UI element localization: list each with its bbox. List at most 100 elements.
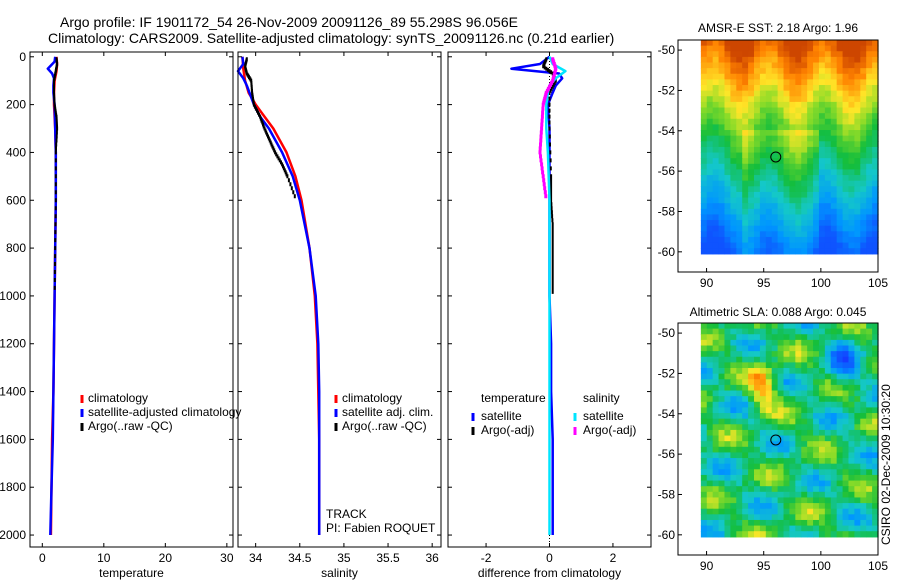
sst-map-cell: [736, 220, 743, 227]
sla-map-cell: [718, 474, 726, 482]
sla-map-cell: [771, 407, 779, 414]
sst-map-cell: [789, 51, 796, 58]
sst-map-cell: [854, 113, 861, 120]
sla-map-cell: [706, 418, 714, 425]
sst-map-cell: [771, 220, 779, 227]
sla-map-cell: [830, 368, 838, 375]
sla-map-cell: [718, 525, 726, 532]
sst-map-cell: [807, 101, 814, 109]
sst-map-cell: [706, 236, 714, 244]
sla-map-cell: [830, 356, 838, 363]
sst-map-cell: [807, 152, 814, 159]
sla-map-cell: [789, 469, 796, 476]
sla-map-cell: [771, 514, 779, 521]
sst-map-cell: [718, 180, 726, 187]
sla-map-cell: [742, 356, 749, 363]
sst-map-cell: [860, 236, 867, 244]
sst-map-cell: [848, 203, 855, 210]
sst-map-cell: [842, 169, 850, 176]
sst-map-cell: [795, 124, 802, 131]
sla-map-cell: [736, 474, 743, 482]
sst-map-cell: [872, 118, 879, 126]
sst-map-cell: [742, 175, 749, 182]
sla-map-cell: [813, 486, 820, 493]
sla-xtick-label: 100: [811, 559, 831, 573]
sla-map-cell: [795, 362, 802, 369]
sla-map-cell: [848, 497, 855, 504]
sst-map-cell: [754, 135, 761, 142]
sla-map-cell: [789, 497, 796, 504]
sla-map-cell: [724, 368, 731, 375]
sst-map-cell: [848, 40, 855, 47]
sst-map-cell: [771, 208, 779, 216]
sla-map-cell: [771, 323, 779, 330]
sst-map-cell: [789, 191, 796, 199]
sla-map-cell: [795, 480, 802, 487]
sst-map-cell: [736, 90, 743, 97]
sla-map-cell: [759, 424, 767, 431]
sla-map-cell: [700, 418, 708, 425]
sla-map-cell: [724, 323, 731, 330]
sla-map-cell: [718, 441, 726, 448]
sla-map-cell: [818, 351, 826, 358]
sla-map-cell: [848, 491, 855, 499]
sst-map-cell: [813, 73, 820, 80]
sst-map-cell: [777, 101, 785, 109]
sla-map-cell: [736, 469, 743, 476]
salinity-xtick-label: 34.5: [288, 551, 312, 565]
sst-map-cell: [836, 208, 844, 216]
sst-map-cell: [706, 231, 714, 238]
sla-map-cell: [801, 491, 808, 499]
sst-map-cell: [860, 191, 867, 199]
sst-map-cell: [783, 62, 791, 69]
sla-map-cell: [807, 401, 814, 409]
sst-map-cell: [813, 242, 820, 249]
sst-map-cell: [742, 90, 749, 97]
sla-map-cell: [836, 491, 844, 499]
sla-map-cell: [860, 463, 867, 470]
sst-map-cell: [771, 135, 779, 142]
sst-map-cell: [795, 242, 802, 249]
sst-map-cell: [830, 158, 838, 165]
sst-map-cell: [830, 90, 838, 97]
sla-map-cell: [742, 429, 749, 437]
sst-map-cell: [700, 248, 708, 255]
sla-map-cell: [759, 503, 767, 510]
sla-map-cell: [836, 396, 844, 403]
sla-map-cell: [830, 446, 838, 454]
sla-map-cell: [700, 474, 708, 482]
sla-map-cell: [736, 407, 743, 414]
sst-map-cell: [872, 248, 879, 255]
sst-map-cell: [730, 169, 737, 176]
sst-map-cell: [807, 169, 814, 176]
sla-map-cell: [759, 508, 767, 515]
sst-map-cell: [700, 175, 708, 182]
sla-map-cell: [807, 413, 814, 420]
sla-map-cell: [783, 469, 791, 476]
sst-map-cell: [765, 197, 773, 204]
sst-map-cell: [718, 85, 726, 92]
sst-map-cell: [824, 180, 832, 187]
sla-map-cell: [783, 519, 791, 527]
sst-map-cell: [759, 180, 767, 187]
sst-map-cell: [836, 203, 844, 210]
sla-map-cell: [718, 373, 726, 380]
sst-map-cell: [783, 118, 791, 126]
sla-map-cell: [795, 531, 802, 538]
sst-map-cell: [860, 51, 867, 58]
sla-map-cell: [813, 519, 820, 527]
sst-map-cell: [706, 214, 714, 221]
sst-map-cell: [771, 175, 779, 182]
sla-map-cell: [872, 519, 879, 527]
sla-map-cell: [813, 345, 820, 352]
sla-map-cell: [748, 491, 755, 499]
sla-map-cell: [759, 525, 767, 532]
sla-map-cell: [742, 503, 749, 510]
sla-map-cell: [830, 519, 838, 527]
sla-map-cell: [818, 458, 826, 465]
sst-map-cell: [818, 90, 826, 97]
sla-map-cell: [759, 429, 767, 437]
sla-map-cell: [860, 469, 867, 476]
sst-map-cell: [736, 180, 743, 187]
sla-map-cell: [830, 474, 838, 482]
